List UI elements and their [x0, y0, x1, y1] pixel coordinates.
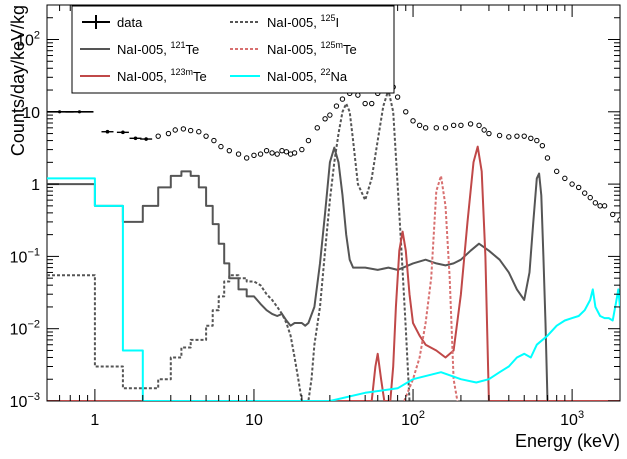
tick-labels: 1 10 102 103 10−3 10−2 10−1 1 10 102 — [10, 29, 584, 429]
series-na22 — [47, 177, 620, 401]
data-point — [57, 110, 62, 114]
x-tick-label: 102 — [401, 409, 425, 429]
data-point — [562, 175, 568, 182]
x-tick-label: 103 — [560, 409, 584, 429]
data-point — [196, 129, 202, 135]
data-point — [416, 122, 423, 129]
data-point — [394, 94, 401, 100]
data-point — [433, 125, 439, 131]
legend-items: data NaI-005, 125I NaI-005, 121Te NaI-005, … — [80, 13, 357, 84]
data-point — [121, 130, 125, 135]
data-point — [180, 126, 187, 132]
data-point — [327, 112, 333, 118]
data-point — [187, 127, 194, 134]
data-point — [496, 132, 503, 139]
data-point — [155, 133, 161, 139]
data-point — [291, 150, 298, 156]
legend: data NaI-005, 125I NaI-005, 121Te NaI-005, … — [71, 5, 395, 94]
data-point — [601, 203, 608, 209]
data-point — [218, 143, 224, 150]
data-point — [243, 155, 250, 161]
data-point — [133, 136, 138, 141]
data-point — [569, 181, 575, 187]
data-point — [369, 100, 375, 107]
data-point — [77, 110, 82, 114]
data-point — [486, 130, 492, 137]
data-point — [528, 135, 534, 141]
data-point — [283, 149, 290, 155]
data-point — [322, 116, 328, 122]
data-point — [314, 125, 320, 131]
data-point — [226, 147, 233, 154]
data-point — [476, 122, 482, 129]
data-point — [597, 203, 603, 209]
data-point — [582, 190, 588, 196]
data-point — [544, 155, 551, 161]
data-point — [410, 118, 416, 124]
data-point — [575, 184, 582, 191]
legend-label-te123m: NaI-005, 123mTe — [117, 67, 207, 84]
y-tick-label: 102 — [16, 29, 40, 49]
data-point — [105, 129, 110, 134]
data-point — [144, 137, 148, 141]
data-point — [165, 130, 172, 137]
x-tick-label: 1 — [90, 412, 99, 429]
legend-label-i125: NaI-005, 125I — [267, 13, 339, 30]
data-point — [362, 100, 368, 107]
x-axis-label: Energy (keV) — [515, 431, 620, 451]
data-point — [458, 122, 464, 129]
y-tick-label: 10−3 — [10, 391, 40, 411]
data-point — [534, 137, 540, 144]
data-point — [269, 150, 275, 156]
series-te123m — [47, 145, 620, 401]
series-layer — [47, 79, 620, 401]
data-point — [587, 194, 593, 201]
x-tick-label: 10 — [245, 412, 263, 429]
data-point — [235, 151, 242, 157]
data-point — [274, 151, 280, 157]
data-point — [403, 109, 409, 115]
data-point — [305, 137, 312, 144]
data-point — [506, 134, 512, 140]
series-i125 — [47, 89, 411, 401]
series-te125m — [403, 174, 459, 401]
data-point — [299, 146, 305, 153]
data-point — [279, 147, 285, 154]
legend-label-te125m: NaI-005, 125mTe — [267, 40, 357, 57]
data-point — [257, 151, 264, 157]
data-point — [263, 147, 270, 154]
y-axis-label: Counts/day/keV/kg — [8, 5, 28, 156]
data-point — [450, 122, 457, 129]
y-tick-label: 10 — [22, 105, 40, 122]
data-point — [553, 168, 560, 175]
data-point — [521, 133, 527, 139]
data-point — [514, 133, 520, 139]
data-point — [339, 96, 346, 102]
data-point — [211, 137, 217, 144]
ticks-layer — [46, 4, 621, 402]
data-point — [610, 211, 616, 218]
data-point — [333, 103, 340, 109]
data-point — [203, 133, 209, 139]
data-point — [172, 127, 178, 133]
legend-label-na22: NaI-005, 22Na — [267, 67, 348, 84]
series-te121 — [47, 146, 549, 401]
data-point — [355, 92, 361, 98]
data-point — [539, 142, 546, 149]
data-point — [442, 125, 449, 131]
legend-label-te121: NaI-005, 121Te — [117, 40, 199, 57]
y-tick-label: 1 — [31, 177, 40, 194]
y-tick-label: 10−2 — [10, 319, 40, 339]
data-point — [467, 121, 474, 127]
y-tick-label: 10−1 — [10, 246, 40, 266]
data-point — [481, 127, 487, 133]
data-point — [592, 200, 599, 206]
data-point — [422, 125, 429, 131]
legend-label-data: data — [117, 15, 143, 30]
data-point — [251, 152, 257, 159]
